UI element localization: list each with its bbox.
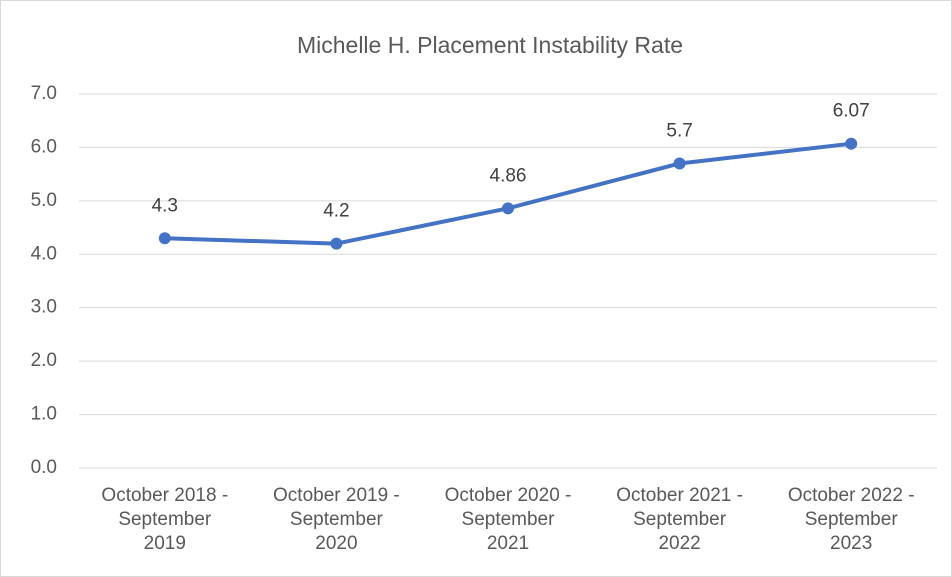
y-tick-label: 3.0 bbox=[31, 297, 57, 318]
x-tick-label: October 2022 - September 2023 bbox=[787, 485, 915, 554]
data-label: 6.07 bbox=[833, 101, 870, 122]
x-tick-label: October 2019 - September 2020 bbox=[273, 485, 400, 554]
data-label: 4.2 bbox=[323, 201, 349, 222]
x-tick-label: October 2018 - September 2019 bbox=[101, 485, 229, 554]
x-tick-label: October 2021 - September 2022 bbox=[616, 485, 743, 554]
y-tick-label: 2.0 bbox=[31, 350, 57, 371]
y-tick-label: 7.0 bbox=[31, 83, 57, 104]
point bbox=[673, 157, 686, 170]
y-tick-label: 1.0 bbox=[31, 404, 57, 425]
data-label: 5.7 bbox=[666, 120, 692, 141]
data-label: 4.3 bbox=[152, 195, 178, 216]
y-tick-label: 0.0 bbox=[31, 457, 57, 478]
y-tick-label: 4.0 bbox=[31, 243, 57, 264]
data-label: 4.86 bbox=[490, 165, 527, 186]
y-tick-label: 6.0 bbox=[31, 136, 57, 157]
y-tick-label: 5.0 bbox=[31, 190, 57, 211]
point bbox=[158, 232, 171, 245]
point bbox=[845, 137, 858, 150]
point bbox=[502, 202, 514, 215]
x-tick-label: October 2020 - September 2021 bbox=[444, 485, 572, 554]
point bbox=[330, 237, 343, 250]
chart-title: Michelle H. Placement Instability Rate bbox=[297, 32, 683, 58]
